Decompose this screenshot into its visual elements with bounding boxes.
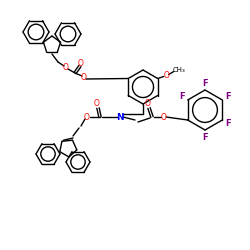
Text: O: O [84, 112, 90, 122]
Text: O: O [94, 100, 100, 108]
Text: F: F [202, 132, 208, 141]
Text: N: N [116, 112, 124, 122]
Text: O: O [164, 71, 170, 80]
Text: F: F [202, 78, 208, 88]
Text: O: O [81, 74, 87, 82]
Text: CH₃: CH₃ [172, 66, 185, 72]
Text: O: O [145, 100, 151, 108]
Text: O: O [161, 112, 167, 122]
Text: F: F [226, 119, 231, 128]
Text: O: O [63, 64, 69, 72]
Text: F: F [179, 92, 184, 101]
Text: O: O [78, 58, 84, 68]
Text: F: F [226, 92, 231, 101]
